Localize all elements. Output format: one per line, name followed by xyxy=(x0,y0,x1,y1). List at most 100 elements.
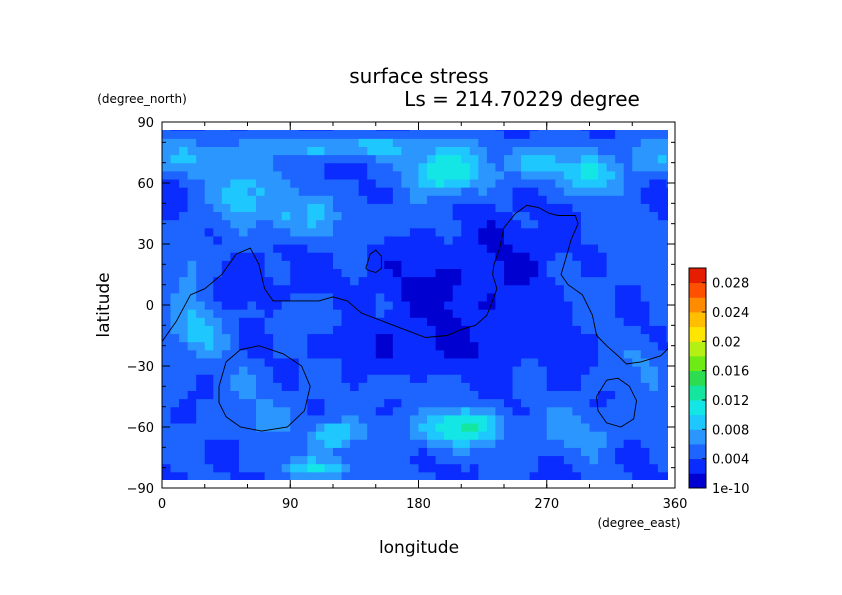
heatmap-cell xyxy=(649,300,659,310)
heatmap-cell xyxy=(221,195,231,204)
heatmap-cell xyxy=(196,439,206,448)
heatmap-cell xyxy=(521,154,531,164)
heatmap-cell xyxy=(179,292,189,302)
heatmap-cell xyxy=(615,252,625,261)
heatmap-cell xyxy=(657,292,668,302)
heatmap-cell xyxy=(666,357,668,367)
heatmap-cell xyxy=(435,447,445,457)
heatmap-cell xyxy=(546,203,556,213)
heatmap-cell xyxy=(444,170,454,180)
heatmap-cell xyxy=(580,284,591,294)
heatmap-cell xyxy=(598,227,608,237)
heatmap-cell xyxy=(529,366,539,375)
heatmap-cell xyxy=(170,170,180,180)
heatmap-cell xyxy=(640,154,650,164)
heatmap-cell xyxy=(264,398,274,408)
heatmap-cell xyxy=(529,333,539,343)
heatmap-cell xyxy=(435,357,445,367)
heatmap-cell xyxy=(307,276,317,286)
heatmap-cell xyxy=(469,284,479,294)
heatmap-cell xyxy=(384,366,394,375)
heatmap-cell xyxy=(392,341,402,351)
heatmap-cell xyxy=(384,414,394,424)
heatmap-cell xyxy=(204,292,214,302)
heatmap-cell xyxy=(281,309,291,318)
heatmap-cell xyxy=(606,244,616,253)
heatmap-cell xyxy=(384,317,394,326)
heatmap-cell xyxy=(615,422,625,432)
heatmap-cell xyxy=(469,341,479,351)
heatmap-cell xyxy=(358,235,368,245)
heatmap-cell xyxy=(358,146,368,156)
heatmap-cell xyxy=(461,252,471,261)
heatmap-cell xyxy=(213,414,223,424)
heatmap-cell xyxy=(452,162,462,172)
heatmap-cell xyxy=(461,211,471,221)
heatmap-cell xyxy=(580,479,591,480)
heatmap-cell xyxy=(281,382,291,391)
heatmap-cell xyxy=(307,309,317,318)
heatmap-cell xyxy=(623,390,633,400)
heatmap-cell xyxy=(478,325,488,335)
heatmap-cell xyxy=(170,235,180,245)
heatmap-cell xyxy=(375,244,385,253)
heatmap-cell xyxy=(461,439,471,448)
heatmap-cell xyxy=(401,422,411,432)
heatmap-cell xyxy=(281,268,291,278)
heatmap-cell xyxy=(179,138,189,147)
heatmap-cell xyxy=(333,252,343,261)
heatmap-cell xyxy=(444,154,454,164)
heatmap-cell xyxy=(486,268,497,278)
heatmap-cell xyxy=(247,382,257,391)
heatmap-cell xyxy=(623,382,633,391)
heatmap-cell xyxy=(563,390,573,400)
heatmap-cell xyxy=(213,439,223,448)
heatmap-cell xyxy=(324,284,334,294)
heatmap-cell xyxy=(538,357,548,367)
heatmap-cell xyxy=(546,244,556,253)
heatmap-cell xyxy=(238,203,249,213)
heatmap-cell xyxy=(384,227,394,237)
heatmap-cell xyxy=(290,357,300,367)
heatmap-cell xyxy=(598,268,608,278)
heatmap-cell xyxy=(572,292,582,302)
heatmap-cell xyxy=(230,390,240,400)
heatmap-cell xyxy=(392,455,402,465)
heatmap-cell xyxy=(238,219,249,229)
heatmap-cell xyxy=(333,349,343,359)
heatmap-cell xyxy=(529,130,539,131)
heatmap-cell xyxy=(273,284,283,294)
heatmap-cell xyxy=(563,260,573,269)
heatmap-cell xyxy=(281,227,291,237)
heatmap-cell xyxy=(666,227,668,237)
heatmap-cell xyxy=(478,162,488,172)
heatmap-cell xyxy=(580,439,591,448)
heatmap-cell xyxy=(273,414,283,424)
heatmap-cell xyxy=(170,431,180,440)
heatmap-cell xyxy=(589,390,599,400)
heatmap-cell xyxy=(273,292,283,302)
heatmap-cell xyxy=(273,455,283,465)
heatmap-cell xyxy=(657,357,668,367)
heatmap-cell xyxy=(196,471,206,480)
heatmap-cell xyxy=(615,406,625,416)
heatmap-cell xyxy=(238,292,249,302)
heatmap-cell xyxy=(392,195,402,204)
heatmap-cell xyxy=(444,455,454,465)
heatmap-cell xyxy=(512,422,522,432)
heatmap-cell xyxy=(529,235,539,245)
heatmap-cell xyxy=(392,479,402,480)
heatmap-cell xyxy=(657,178,668,188)
heatmap-cell xyxy=(162,211,172,221)
heatmap-cell xyxy=(341,422,351,432)
heatmap-cell xyxy=(469,366,479,375)
colorbar-swatch xyxy=(689,268,706,284)
heatmap-cell xyxy=(290,374,300,383)
heatmap-cell xyxy=(315,130,326,131)
heatmap-cell xyxy=(632,235,642,245)
heatmap-cell xyxy=(204,260,214,269)
heatmap-cell xyxy=(444,244,454,253)
heatmap-cell xyxy=(418,431,428,440)
heatmap-cell xyxy=(563,366,573,375)
heatmap-cell xyxy=(461,422,471,432)
